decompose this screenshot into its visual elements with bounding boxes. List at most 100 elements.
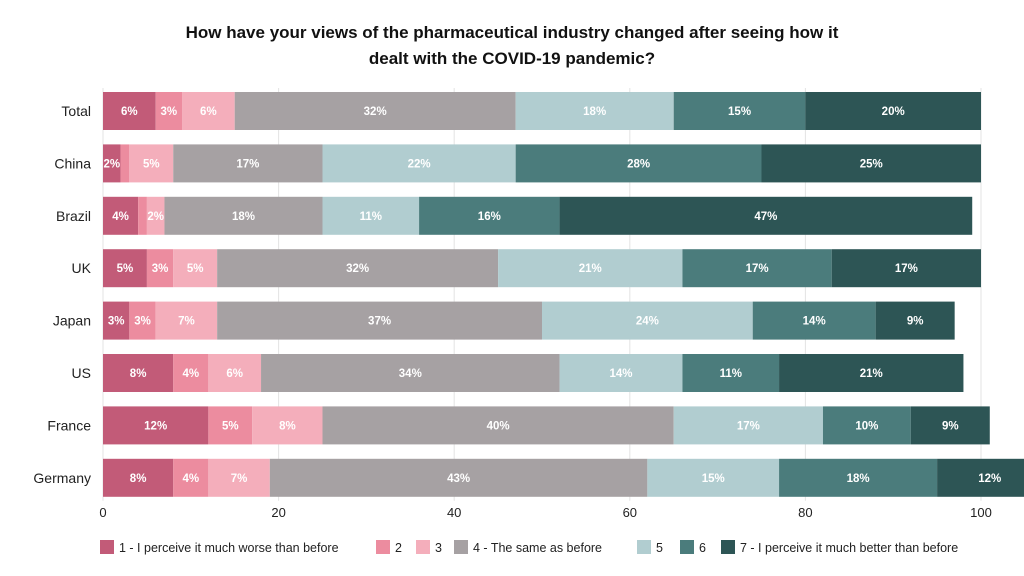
legend-swatch-1 — [100, 540, 114, 554]
bar-segment-brazil-s2 — [138, 196, 147, 235]
data-label-japan-s2: 3% — [134, 316, 151, 328]
bar-segment-brazil-s4 — [164, 196, 323, 235]
bar-segment-brazil-s5 — [322, 196, 420, 235]
bar-segment-germany-s2 — [173, 458, 209, 497]
bar-segment-china-s3 — [129, 144, 174, 183]
category-label-china: China — [54, 155, 91, 171]
category-label-france: France — [47, 417, 91, 433]
data-label-france-s2: 5% — [222, 420, 239, 432]
bar-segment-brazil-s3 — [146, 196, 165, 235]
bar-segment-total-s1 — [103, 92, 156, 130]
chart-title-line-1: How have your views of the pharmaceutica… — [186, 23, 839, 42]
bar-segment-japan-s6 — [752, 301, 876, 340]
data-label-brazil-s4: 18% — [232, 211, 255, 223]
bar-segment-brazil-s6 — [419, 196, 560, 235]
bar-segment-total-s3 — [182, 92, 235, 130]
bar-row-germany: 8% 4% 7% 43% 15% 18% 12% — [103, 458, 1024, 497]
bar-row-us: 8% 4% 6% 34% 14% 11% 21% — [103, 354, 964, 392]
bar-segment-us-s7 — [779, 354, 964, 392]
bar-segment-germany-s5 — [647, 458, 780, 497]
bar-segment-france-s5 — [673, 406, 823, 445]
x-tick-label-60: 60 — [623, 505, 637, 520]
legend-item-6: 6 — [680, 540, 706, 555]
legend-item-1: 1 - I perceive it much worse than before — [100, 540, 339, 555]
data-label-france-s6: 10% — [855, 420, 878, 432]
bar-segment-japan-s4 — [217, 301, 542, 340]
bar-segment-japan-s5 — [542, 301, 753, 340]
legend-item-2: 2 — [376, 540, 402, 555]
bar-segment-uk-s7 — [831, 249, 981, 288]
data-label-france-s7: 9% — [942, 420, 959, 432]
data-label-us-s5: 14% — [610, 368, 633, 380]
bar-segment-germany-s1 — [103, 458, 174, 497]
bar-segment-japan-s2 — [129, 301, 156, 340]
data-label-japan-s4: 37% — [368, 316, 391, 328]
bar-segment-china-s7 — [761, 144, 981, 183]
legend-item-5: 5 — [637, 540, 663, 555]
bar-segment-brazil-s7 — [559, 196, 973, 235]
x-tick-label-40: 40 — [447, 505, 461, 520]
data-label-china-s4: 17% — [236, 158, 259, 170]
bar-segment-france-s4 — [322, 406, 674, 445]
category-label-brazil: Brazil — [56, 208, 91, 224]
bar-row-japan: 3% 3% 7% 37% 24% 14% 9% — [103, 301, 955, 340]
legend-swatch-3 — [416, 540, 430, 554]
data-label-uk-s2: 3% — [152, 263, 169, 275]
bar-segment-france-s3 — [252, 406, 323, 445]
bar-row-total: 6% 3% 6% 32% 18% 15% 20% — [103, 92, 981, 130]
data-label-china-s5: 22% — [408, 158, 431, 170]
x-tick-label-100: 100 — [970, 505, 992, 520]
bar-segment-total-s6 — [673, 92, 806, 130]
bar-segment-uk-s4 — [217, 249, 499, 288]
category-label-us: US — [72, 365, 91, 381]
bar-segment-france-s1 — [103, 406, 209, 445]
category-label-uk: UK — [72, 260, 92, 276]
data-label-brazil-s7: 47% — [754, 211, 777, 223]
data-label-total-s6: 15% — [728, 106, 751, 118]
bar-row-france: 12% 5% 8% 40% 17% 10% 9% — [103, 406, 990, 445]
bar-segment-us-s3 — [208, 354, 262, 392]
bar-segment-japan-s3 — [155, 301, 218, 340]
data-label-total-s7: 20% — [882, 106, 905, 118]
legend-label-1: 1 - I perceive it much worse than before — [119, 541, 339, 555]
data-label-germany-s3: 7% — [231, 473, 248, 485]
x-tick-label-20: 20 — [271, 505, 285, 520]
data-label-brazil-s1: 4% — [112, 211, 129, 223]
data-label-germany-s4: 43% — [447, 473, 470, 485]
data-label-france-s5: 17% — [737, 420, 760, 432]
data-label-us-s2: 4% — [182, 368, 199, 380]
bar-segment-japan-s1 — [103, 301, 130, 340]
data-label-us-s3: 6% — [226, 368, 243, 380]
data-label-japan-s5: 24% — [636, 316, 659, 328]
data-label-us-s4: 34% — [399, 368, 422, 380]
data-label-france-s4: 40% — [487, 420, 510, 432]
legend-swatch-7 — [721, 540, 735, 554]
bar-segment-uk-s1 — [103, 249, 147, 288]
bar-segment-uk-s3 — [173, 249, 218, 288]
data-label-total-s1: 6% — [121, 106, 138, 118]
data-label-china-s3: 5% — [143, 158, 160, 170]
data-label-total-s5: 18% — [583, 106, 606, 118]
legend-item-4: 4 - The same as before — [454, 540, 602, 555]
data-label-france-s1: 12% — [144, 420, 167, 432]
bar-segment-us-s5 — [559, 354, 683, 392]
bar-segment-brazil-s1 — [103, 196, 139, 235]
bar-segment-china-s6 — [515, 144, 762, 183]
legend-swatch-4 — [454, 540, 468, 554]
bar-segment-total-s7 — [805, 92, 981, 130]
bar-segment-france-s6 — [822, 406, 911, 445]
bar-segment-us-s2 — [173, 354, 209, 392]
bar-segment-uk-s6 — [682, 249, 832, 288]
bar-segment-germany-s4 — [269, 458, 648, 497]
bar-segment-uk-s2 — [146, 249, 174, 288]
bar-row-uk: 5% 3% 5% 32% 21% 17% 17% — [103, 249, 981, 288]
legend-item-7: 7 - I perceive it much better than befor… — [721, 540, 958, 555]
legend-label-6: 6 — [699, 541, 706, 555]
data-label-japan-s6: 14% — [803, 316, 826, 328]
data-label-total-s4: 32% — [364, 106, 387, 118]
data-label-total-s2: 3% — [161, 106, 178, 118]
bar-segment-total-s2 — [155, 92, 183, 130]
bar-segment-us-s1 — [103, 354, 174, 392]
category-label-germany: Germany — [33, 470, 91, 486]
bar-segment-japan-s7 — [875, 301, 955, 340]
